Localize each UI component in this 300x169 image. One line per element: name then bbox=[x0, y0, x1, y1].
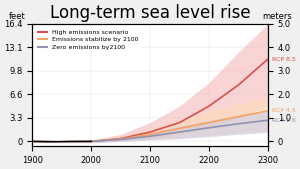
Text: RCP 2.6: RCP 2.6 bbox=[268, 118, 296, 123]
Text: RCP 4.5: RCP 4.5 bbox=[268, 108, 296, 113]
Legend: High emissions scenario, Emissions stabilize by 2100, Zero emissions by2100: High emissions scenario, Emissions stabi… bbox=[35, 27, 141, 52]
Title: Long-term sea level rise: Long-term sea level rise bbox=[50, 4, 250, 22]
Text: meters: meters bbox=[262, 12, 292, 21]
Text: feet: feet bbox=[9, 12, 26, 21]
Text: RCP 8.5: RCP 8.5 bbox=[268, 56, 296, 62]
